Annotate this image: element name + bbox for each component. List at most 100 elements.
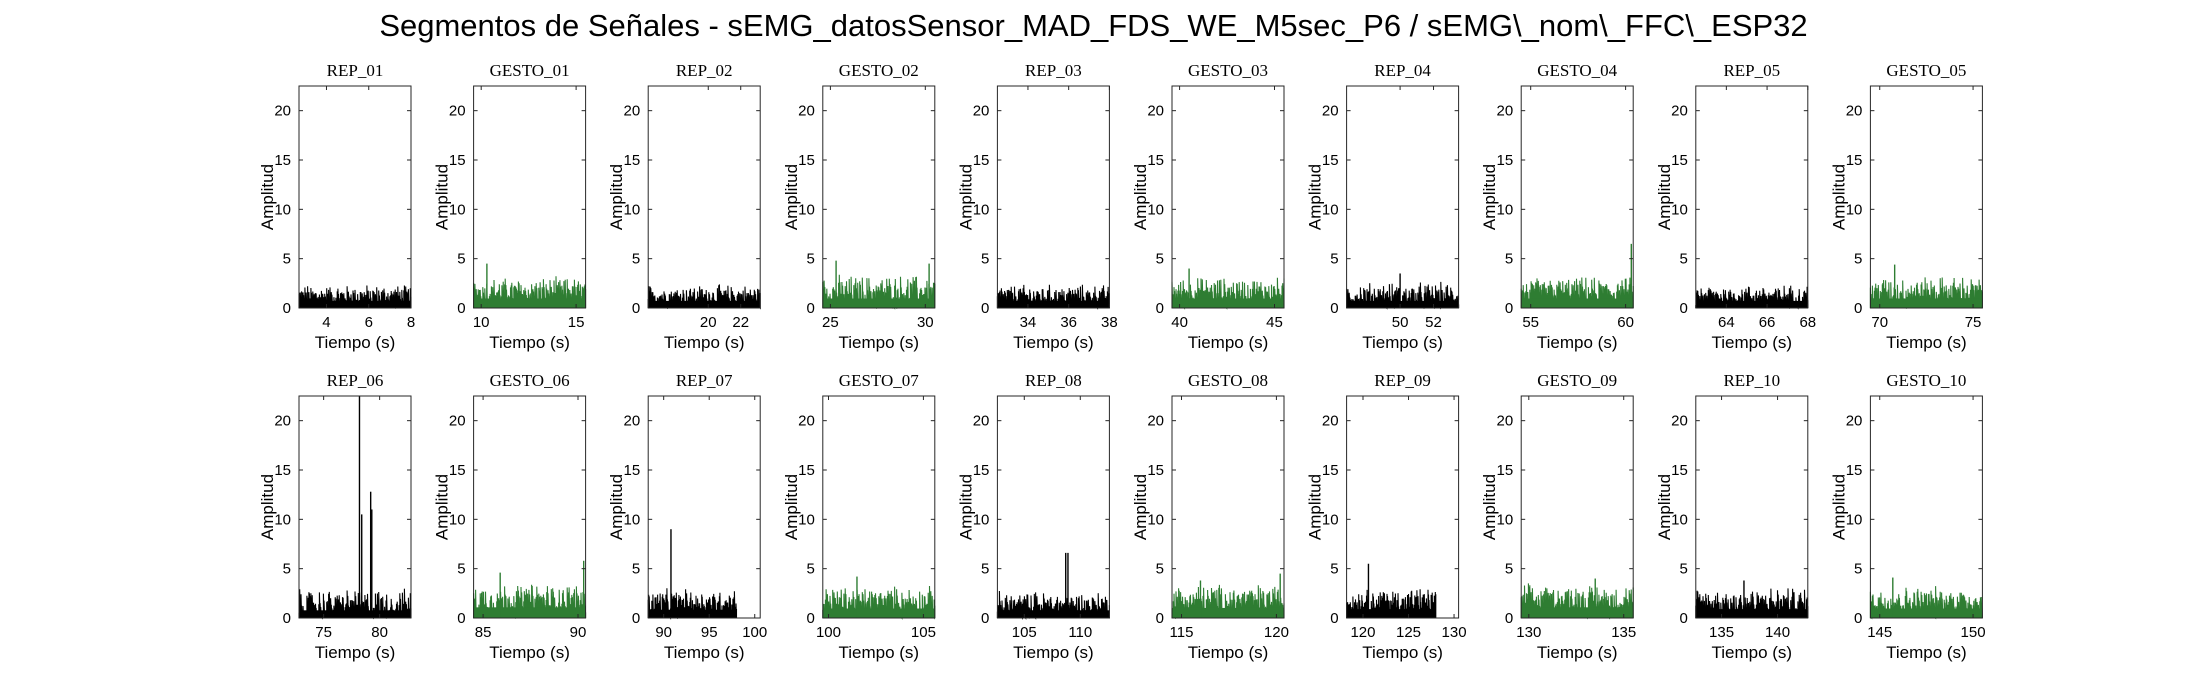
x-tick-label: 40 (1171, 314, 1188, 331)
x-axis-label: Tiempo (s) (315, 333, 396, 352)
x-tick-label: 30 (917, 314, 934, 331)
y-tick-label: 10 (973, 201, 990, 218)
panel-title: REP_04 (1374, 61, 1431, 80)
signal-baseline-band (299, 610, 411, 618)
subplot-gesto_02: GESTO_02 0 5 10 15 20 25 30 Tiempo (s) Amplitud (782, 61, 936, 352)
signal-baseline-band (473, 607, 586, 618)
x-axis-label: Tiempo (s) (664, 643, 745, 662)
x-tick-label: 66 (1759, 314, 1776, 331)
x-tick-label: 55 (1522, 314, 1539, 331)
y-tick-label: 5 (283, 251, 291, 268)
subplot-rep_07: REP_07 0 5 10 15 20 90 95 100 Tiempo (s) Amplitud (607, 371, 767, 662)
x-tick-label: 68 (1799, 314, 1816, 331)
x-tick-label: 130 (1442, 624, 1467, 641)
axes-box (1520, 395, 1634, 619)
y-tick-label: 20 (1322, 413, 1339, 430)
y-tick-label: 20 (1497, 413, 1514, 430)
signal-baseline-band (1521, 607, 1634, 618)
subplot-gesto_03: GESTO_03 0 5 10 15 20 40 45 Tiempo (s) Amplitud (1131, 61, 1285, 352)
x-axis-label: Tiempo (s) (1362, 643, 1443, 662)
axes-box (647, 85, 761, 309)
y-tick-label: 0 (1330, 300, 1338, 317)
y-tick-label: 15 (1846, 462, 1863, 479)
panel-title: GESTO_02 (839, 61, 919, 80)
y-axis-label: Amplitud (433, 164, 452, 230)
axes-box (298, 85, 412, 309)
y-axis-label: Amplitud (956, 474, 975, 540)
y-tick-label: 5 (1854, 251, 1862, 268)
axes-box (1695, 395, 1809, 619)
panel-title: REP_06 (327, 371, 384, 390)
x-axis-label: Tiempo (s) (315, 643, 396, 662)
y-tick-label: 0 (806, 300, 814, 317)
subplot-gesto_10: GESTO_10 0 5 10 15 20 145 150 Tiempo (s) Amplitud (1829, 371, 1985, 662)
y-axis-label: Amplitud (1829, 474, 1848, 540)
axes-box (473, 395, 587, 619)
x-tick-label: 100 (816, 624, 841, 641)
axes-box (996, 85, 1110, 309)
signal-baseline-band (1346, 300, 1459, 308)
subplot-gesto_04: GESTO_04 0 5 10 15 20 55 60 Tiempo (s) Amplitud (1480, 61, 1634, 352)
y-tick-label: 10 (798, 201, 815, 218)
y-tick-label: 5 (981, 561, 989, 578)
x-axis-label: Tiempo (s) (489, 333, 570, 352)
panel-title: REP_02 (676, 61, 733, 80)
y-tick-label: 10 (1671, 201, 1688, 218)
y-axis-label: Amplitud (1131, 164, 1150, 230)
y-tick-label: 10 (274, 201, 291, 218)
panel-title: GESTO_05 (1886, 61, 1966, 80)
x-tick-label: 60 (1617, 314, 1634, 331)
y-tick-label: 0 (981, 300, 989, 317)
x-tick-label: 64 (1718, 314, 1735, 331)
subplot-gesto_08: GESTO_08 0 5 10 15 20 115 120 Tiempo (s) Amplitud (1131, 371, 1289, 662)
y-tick-label: 15 (1322, 462, 1339, 479)
subplot-rep_04: REP_04 0 5 10 15 20 50 52 Tiempo (s) Amplitud (1306, 61, 1460, 352)
y-tick-label: 20 (1147, 413, 1164, 430)
subplot-rep_08: REP_08 0 5 10 15 20 105 110 Tiempo (s) Amplitud (956, 371, 1110, 662)
x-tick-label: 34 (1020, 314, 1037, 331)
panel-title: GESTO_03 (1188, 61, 1268, 80)
y-tick-label: 10 (274, 511, 291, 528)
y-tick-label: 10 (1322, 201, 1339, 218)
y-tick-label: 20 (274, 413, 291, 430)
signal-baseline-band (1870, 298, 1983, 308)
y-tick-label: 5 (1679, 561, 1687, 578)
subplot-gesto_09: GESTO_09 0 5 10 15 20 130 135 Tiempo (s) Amplitud (1480, 371, 1636, 662)
subplot-gesto_01: GESTO_01 0 5 10 15 20 10 15 Tiempo (s) Amplitud (433, 61, 587, 352)
signal-baseline-band (1695, 300, 1808, 308)
subplot-rep_09: REP_09 0 5 10 15 20 120 125 130 Tiempo (s) Amplitu… (1306, 371, 1467, 662)
y-tick-label: 10 (1671, 511, 1688, 528)
signal-baseline-band (1870, 608, 1983, 618)
y-axis-label: Amplitud (1480, 474, 1499, 540)
y-tick-label: 5 (981, 251, 989, 268)
y-tick-label: 10 (1497, 511, 1514, 528)
y-tick-label: 0 (1330, 610, 1338, 627)
y-tick-label: 20 (1846, 413, 1863, 430)
x-axis-label: Tiempo (s) (489, 643, 570, 662)
signal-trace (822, 585, 936, 621)
y-tick-label: 0 (632, 300, 640, 317)
x-axis-label: Tiempo (s) (1886, 333, 1967, 352)
chart-main-title: Segmentos de Señales - sEMG_datosSensor_… (379, 8, 1808, 43)
x-tick-label: 125 (1396, 624, 1421, 641)
y-tick-label: 15 (1846, 152, 1863, 169)
y-tick-label: 15 (449, 152, 466, 169)
y-axis-label: Amplitud (956, 164, 975, 230)
y-tick-label: 5 (1330, 561, 1338, 578)
panel-title: REP_01 (327, 61, 384, 80)
x-axis-label: Tiempo (s) (1711, 333, 1792, 352)
x-tick-label: 105 (1012, 624, 1037, 641)
x-tick-label: 135 (1709, 624, 1734, 641)
x-tick-label: 38 (1101, 314, 1118, 331)
panel-title: GESTO_08 (1188, 371, 1268, 390)
axes-box (647, 395, 761, 619)
y-tick-label: 20 (274, 103, 291, 120)
y-axis-label: Amplitud (1306, 164, 1325, 230)
y-axis-label: Amplitud (433, 474, 452, 540)
subplot-rep_02: REP_02 0 5 10 15 20 20 22 Tiempo (s) Amplitud (607, 61, 761, 352)
y-axis-label: Amplitud (1131, 474, 1150, 540)
y-tick-label: 15 (1322, 152, 1339, 169)
x-tick-label: 105 (911, 624, 936, 641)
